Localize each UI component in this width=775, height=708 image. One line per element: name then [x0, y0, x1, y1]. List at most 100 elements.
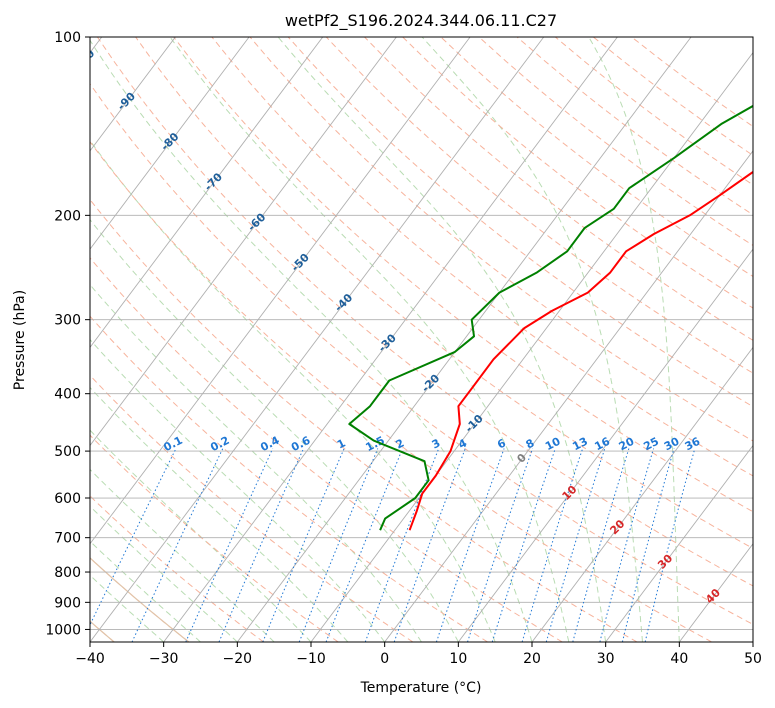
isotherm — [90, 37, 176, 152]
mixing-ratio-line — [435, 448, 505, 642]
isotherm — [163, 37, 618, 642]
dry-adiabat-label: -40 — [332, 291, 355, 314]
mixing-ratio-line — [185, 448, 274, 642]
dry-adiabat-label: -30 — [376, 331, 399, 354]
dry-adiabat — [90, 140, 712, 642]
x-tick-label: 10 — [449, 651, 467, 667]
x-tick-label: 40 — [670, 651, 688, 667]
dry-adiabat — [96, 37, 753, 587]
temperature-line — [408, 170, 753, 531]
x-axis: −40 −30 −20 −10 0 10 20 30 40 50 — [75, 642, 762, 667]
mixing-ratio-line — [393, 448, 466, 642]
pressure-gridlines — [90, 37, 753, 630]
mixing-ratio-label: 6 — [495, 436, 508, 451]
isotherm — [384, 150, 753, 642]
isotherm — [752, 641, 753, 642]
moist-adiabat — [90, 429, 312, 642]
isotherm — [457, 248, 753, 642]
moist-adiabat — [169, 37, 570, 642]
dry-adiabat-label: 30 — [655, 551, 675, 571]
dry-adiabat — [173, 37, 753, 513]
moist-adiabat — [90, 39, 533, 642]
moist-adiabat — [90, 283, 422, 642]
mixing-ratio-line — [131, 448, 224, 642]
moist-adiabat — [90, 505, 238, 642]
y-tick-label: 700 — [54, 531, 81, 547]
y-axis-title: Pressure (hPa) — [12, 290, 28, 390]
mixing-ratio-line — [491, 448, 556, 642]
dry-adiabat — [90, 83, 753, 625]
dry-adiabat — [90, 315, 488, 642]
dry-adiabat-label: -100 — [69, 47, 98, 76]
isotherm — [531, 346, 753, 642]
moist-adiabat — [90, 386, 349, 642]
dry-adiabat-label: 10 — [560, 483, 580, 503]
moist-adiabat — [90, 468, 275, 642]
mixing-ratio-line — [325, 448, 404, 642]
dry-adiabat — [90, 198, 638, 642]
moist-adiabat — [90, 218, 459, 642]
dry-adiabat — [90, 374, 414, 642]
dry-adiabat — [90, 495, 264, 642]
plot-area: 0.1 0.2 0.4 0.6 1 1.5 2 3 4 6 8 10 13 16 20 25 30 36 -100… — [69, 37, 753, 642]
y-axis: 100 200 300 400 500 600 700 800 900 1000 — [45, 30, 90, 638]
dry-adiabat — [211, 37, 753, 477]
dry-adiabat-label: -60 — [245, 210, 268, 233]
moist-adiabat — [90, 574, 165, 642]
dry-adiabat — [90, 257, 563, 642]
isotherm — [90, 37, 250, 250]
y-tick-label: 900 — [54, 595, 81, 611]
isotherm — [236, 37, 692, 642]
mixing-ratio-line — [545, 448, 606, 642]
moist-adiabats — [90, 37, 680, 642]
x-tick-label: 0 — [380, 651, 389, 667]
mixing-ratio-line — [218, 448, 304, 642]
mixing-ratio-label: 8 — [524, 436, 537, 451]
moist-adiabat — [277, 37, 607, 642]
y-tick-label: 500 — [54, 444, 81, 460]
mixing-ratio-line — [621, 448, 675, 642]
x-axis-title: Temperature (°C) — [360, 680, 482, 696]
mixing-ratio-line — [572, 448, 630, 642]
dry-adiabat-label: -10 — [463, 412, 486, 435]
mixing-ratio-line — [90, 448, 177, 627]
dry-adiabat — [364, 37, 753, 341]
mixing-ratio-label: 16 — [593, 435, 613, 454]
y-tick-label: 600 — [54, 491, 81, 507]
x-tick-label: −10 — [296, 651, 326, 667]
dry-adiabat — [402, 37, 753, 309]
moist-adiabat — [421, 37, 643, 642]
dry-adiabat — [90, 557, 190, 642]
dry-adiabat-label: -50 — [289, 251, 312, 274]
chart-title: wetPf2_S196.2024.344.06.11.C27 — [285, 11, 557, 31]
plot-frame — [89, 36, 754, 643]
mixing-ratio-label: 10 — [543, 435, 563, 454]
mixing-ratio-label: 25 — [641, 435, 661, 454]
dry-adiabat — [478, 37, 753, 246]
y-tick-label: 1000 — [45, 622, 81, 638]
x-tick-label: −30 — [149, 651, 179, 667]
x-tick-label: 50 — [744, 651, 762, 667]
dry-adiabat-solid — [90, 557, 190, 642]
mixing-ratio-line — [521, 448, 584, 642]
mixing-ratio-label: 36 — [683, 435, 703, 454]
mixing-ratio-line — [644, 448, 696, 642]
mixing-ratio-line — [467, 448, 534, 642]
isotherm — [310, 51, 753, 642]
mixing-ratio-label: 20 — [617, 435, 637, 454]
mixing-ratio-line — [599, 448, 655, 642]
isotherm — [90, 37, 324, 349]
mixing-ratio-label: 4 — [456, 436, 469, 451]
mixing-ratio-line — [298, 448, 379, 642]
mixing-ratio-line — [364, 448, 440, 642]
isotherm — [90, 37, 397, 447]
y-tick-label: 100 — [54, 30, 81, 46]
y-tick-label: 200 — [54, 208, 81, 224]
mixing-ratio-label: 13 — [570, 435, 590, 454]
dry-adiabat — [440, 37, 753, 278]
dewpoint-line — [348, 104, 753, 531]
profile-lines — [348, 104, 753, 531]
mixing-ratio-line — [262, 448, 345, 642]
